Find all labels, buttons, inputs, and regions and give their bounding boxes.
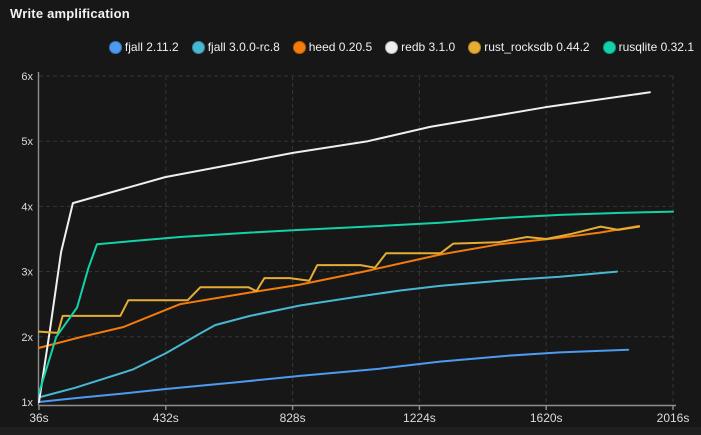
y-tick-label-1x: 1x xyxy=(21,397,33,409)
legend-label: rusqlite 0.32.1 xyxy=(618,40,694,54)
series-line-heed-0-20-5[interactable] xyxy=(38,225,641,349)
legend-item-rust-rocksdb-0-44-2[interactable]: rust_rocksdb 0.44.2 xyxy=(468,40,590,54)
x-tick-label-1620s: 1620s xyxy=(530,411,563,425)
legend-label: redb 3.1.0 xyxy=(401,40,456,54)
legend-label: fjall 2.11.2 xyxy=(124,40,179,54)
legend-item-fjall-2-11-2[interactable]: fjall 2.11.2 xyxy=(108,40,179,54)
legend-marker-icon xyxy=(108,40,122,54)
legend-item-fjall-3-0-0-rc-8[interactable]: fjall 3.0.0-rc.8 xyxy=(191,40,280,54)
chart-legend: fjall 2.11.2 fjall 3.0.0-rc.8 heed 0.20.5 r… xyxy=(0,38,694,56)
legend-marker-icon xyxy=(292,40,306,54)
legend-marker-icon xyxy=(191,40,205,54)
legend-marker-icon xyxy=(385,40,399,54)
series-line-rust-rocksdb-0-44-2[interactable] xyxy=(38,225,641,334)
legend-marker-icon xyxy=(468,40,482,54)
y-tick-label-4x: 4x xyxy=(21,201,33,213)
chart-title: Write amplification xyxy=(10,6,130,21)
series-line-fjall-3-0-0-rc-8[interactable] xyxy=(38,270,618,399)
x-tick-label-1224s: 1224s xyxy=(403,411,436,425)
x-tick-label-432s: 432s xyxy=(153,411,179,425)
y-tick-label-2x: 2x xyxy=(21,332,33,344)
legend-label: heed 0.20.5 xyxy=(308,40,373,54)
x-tick-label-828s: 828s xyxy=(280,411,306,425)
legend-item-redb-3-1-0[interactable]: redb 3.1.0 xyxy=(385,40,455,54)
y-tick-label-5x: 5x xyxy=(21,136,33,148)
legend-label: fjall 3.0.0-rc.8 xyxy=(207,40,280,54)
series-line-fjall-2-11-2[interactable] xyxy=(38,348,630,403)
x-tick-label-2016s: 2016s xyxy=(657,411,690,425)
y-tick-label-6x: 6x xyxy=(21,71,33,83)
legend-label: rust_rocksdb 0.44.2 xyxy=(484,40,590,54)
x-tick-label-36s: 36s xyxy=(29,411,48,425)
legend-item-heed-0-20-5[interactable]: heed 0.20.5 xyxy=(292,40,373,54)
series-line-redb-3-1-0[interactable] xyxy=(38,91,651,403)
legend-marker-icon xyxy=(602,40,616,54)
y-tick-label-3x: 3x xyxy=(21,267,33,279)
legend-item-rusqlite-0-32-1[interactable]: rusqlite 0.32.1 xyxy=(602,40,694,54)
series-line-rusqlite-0-32-1[interactable] xyxy=(38,210,674,394)
bottom-bar xyxy=(0,427,701,435)
